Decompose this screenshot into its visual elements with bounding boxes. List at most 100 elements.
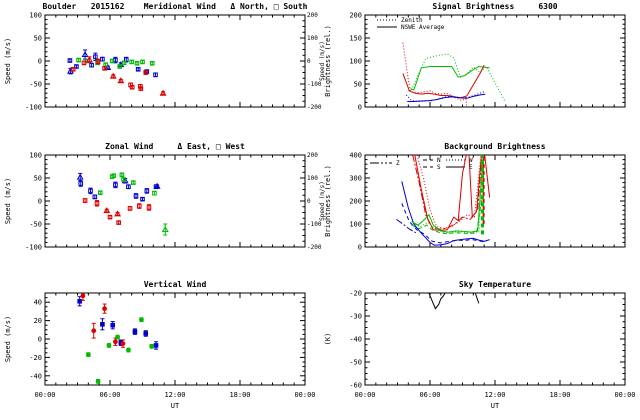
svg-text:0: 0 xyxy=(307,58,311,65)
axis-labels: Sky Temperature -60 -50 -40 -30 -20 00:00 06:00… xyxy=(324,280,636,410)
panel-title: Sky Temperature xyxy=(459,280,531,289)
svg-text:100: 100 xyxy=(307,175,318,182)
line-series xyxy=(396,155,491,246)
y-axis-label: Speed (m/s) xyxy=(4,316,12,362)
y-axis-label: (K) xyxy=(324,333,332,346)
svg-text:0: 0 xyxy=(38,58,42,66)
svg-text:200: 200 xyxy=(307,12,318,19)
axes xyxy=(364,292,626,386)
svg-text:Speed (m/s): Speed (m/s) xyxy=(319,181,326,221)
svg-text:0: 0 xyxy=(358,244,362,252)
y-axis-label: Speed (m/s) xyxy=(4,178,12,224)
scatter-points xyxy=(76,172,169,236)
svg-text:40: 40 xyxy=(34,299,42,307)
svg-text:100: 100 xyxy=(29,152,42,160)
axes xyxy=(364,14,626,108)
y-axis-label: Brightness (rel.) xyxy=(324,25,332,97)
panel-title: Signal Brightness 6300 xyxy=(432,1,557,11)
svg-text:18:00: 18:00 xyxy=(549,391,570,399)
panel-zonal-wind: Zonal Wind Δ East, □ West -100 -50 0 50 100 -2… xyxy=(4,141,326,252)
svg-text:50: 50 xyxy=(354,81,362,89)
svg-text:-50: -50 xyxy=(29,81,42,89)
svg-text:50: 50 xyxy=(34,175,42,183)
svg-text:Zenith: Zenith xyxy=(401,17,423,24)
axis-labels: Background Brightness 0 100 200 300 400 Bright… xyxy=(324,141,546,252)
svg-text:100: 100 xyxy=(29,12,42,20)
svg-text:06:00: 06:00 xyxy=(99,391,120,399)
axis-labels: Boulder 2015162 Meridional Wind Δ North,… xyxy=(4,1,326,112)
svg-text:300: 300 xyxy=(349,175,362,183)
panel-sky-temperature: Sky Temperature -60 -50 -40 -30 -20 00:00 06:00… xyxy=(324,280,636,410)
panel-title: Background Brightness xyxy=(444,141,545,151)
svg-text:12:00: 12:00 xyxy=(484,391,505,399)
svg-text:0: 0 xyxy=(307,198,311,205)
scatter-points xyxy=(67,49,167,96)
svg-text:400: 400 xyxy=(349,152,362,160)
svg-text:-100: -100 xyxy=(25,244,42,252)
svg-text:18:00: 18:00 xyxy=(229,391,250,399)
svg-text:200: 200 xyxy=(349,12,362,20)
svg-text:-100: -100 xyxy=(25,104,42,112)
axes xyxy=(44,292,306,386)
svg-text:N: N xyxy=(437,157,441,164)
svg-text:00:00: 00:00 xyxy=(34,391,55,399)
svg-text:-20: -20 xyxy=(29,354,42,362)
axis-labels: Vertical Wind -40 -20 0 20 40 00:00 06:00 12:00 1… xyxy=(4,279,316,410)
axis-labels: Signal Brightness 6300 0 50 100 150 200 Bright… xyxy=(324,1,558,112)
svg-text:UT: UT xyxy=(491,402,500,410)
panel-title: Boulder 2015162 Meridional Wind Δ North,… xyxy=(43,1,308,11)
svg-text:50: 50 xyxy=(34,35,42,43)
svg-text:W: W xyxy=(469,157,473,164)
svg-text:0: 0 xyxy=(358,104,362,112)
svg-text:-200: -200 xyxy=(307,244,322,251)
svg-text:100: 100 xyxy=(349,221,362,229)
svg-text:-20: -20 xyxy=(349,290,362,298)
legend: Z NS WE xyxy=(370,157,473,171)
panel-title: Vertical Wind xyxy=(144,279,207,289)
svg-text:-50: -50 xyxy=(29,221,42,229)
svg-text:20: 20 xyxy=(34,317,42,325)
svg-text:-30: -30 xyxy=(349,313,362,321)
panel-signal-brightness: Signal Brightness 6300 0 50 100 150 200 Bright… xyxy=(324,1,626,112)
svg-text:Speed (m/s): Speed (m/s) xyxy=(319,41,326,81)
svg-text:-100: -100 xyxy=(307,221,322,228)
axes xyxy=(364,154,626,248)
svg-text:150: 150 xyxy=(349,35,362,43)
svg-text:06:00: 06:00 xyxy=(419,391,440,399)
svg-text:S: S xyxy=(437,164,441,171)
line-series xyxy=(428,293,480,310)
svg-text:-60: -60 xyxy=(349,382,362,390)
svg-text:0: 0 xyxy=(38,198,42,206)
axes xyxy=(44,14,306,108)
panel-title: Zonal Wind Δ East, □ West xyxy=(105,141,245,151)
svg-text:UT: UT xyxy=(171,402,180,410)
svg-text:Z: Z xyxy=(396,160,400,167)
svg-text:-40: -40 xyxy=(29,372,42,380)
y-axis-label: Speed (m/s) xyxy=(4,38,12,84)
scatter-points xyxy=(77,293,159,384)
axes xyxy=(44,154,306,248)
svg-text:00:00: 00:00 xyxy=(614,391,635,399)
panel-background-brightness: Background Brightness 0 100 200 300 400 Bright… xyxy=(324,141,626,252)
svg-text:-100: -100 xyxy=(307,81,322,88)
svg-text:E: E xyxy=(469,164,473,171)
svg-text:00:00: 00:00 xyxy=(294,391,315,399)
svg-text:200: 200 xyxy=(307,152,318,159)
svg-text:12:00: 12:00 xyxy=(164,391,185,399)
svg-text:100: 100 xyxy=(307,35,318,42)
svg-text:100: 100 xyxy=(349,58,362,66)
y-axis-label: Brightness (rel.) xyxy=(324,165,332,237)
axis-labels: Zonal Wind Δ East, □ West -100 -50 0 50 100 -2… xyxy=(4,141,326,252)
svg-text:NSWE Average: NSWE Average xyxy=(401,24,445,31)
svg-text:-40: -40 xyxy=(349,336,362,344)
svg-text:-200: -200 xyxy=(307,104,322,111)
line-series xyxy=(402,42,506,107)
svg-text:00:00: 00:00 xyxy=(354,391,375,399)
svg-text:-50: -50 xyxy=(349,359,362,367)
panel-vertical-wind: Vertical Wind -40 -20 0 20 40 00:00 06:00 12:00 1… xyxy=(4,279,316,410)
panel-meridional-wind: Boulder 2015162 Meridional Wind Δ North,… xyxy=(4,1,326,112)
svg-text:200: 200 xyxy=(349,198,362,206)
